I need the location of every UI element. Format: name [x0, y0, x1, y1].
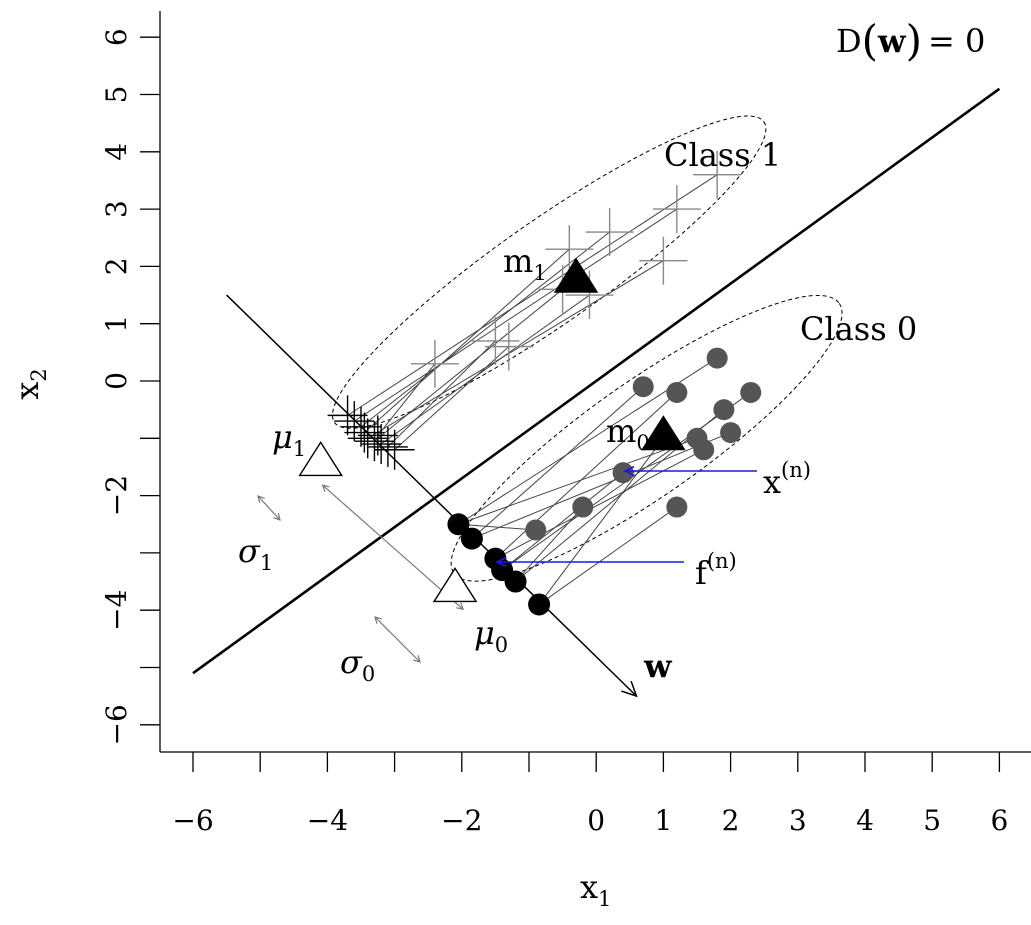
sigma1-label: σ1 — [238, 532, 273, 575]
projection-connectors — [347, 174, 752, 605]
y-tick-label: −6 — [100, 704, 133, 745]
y-tick-label: 0 — [100, 372, 133, 390]
decision-boundary-line — [192, 87, 1001, 675]
projected-mean-1 — [298, 441, 343, 477]
class0-projected-point — [528, 593, 551, 616]
projection-connector — [458, 437, 698, 525]
class0-point — [612, 462, 634, 484]
blue-pointer-arrows — [495, 465, 757, 568]
mean-distance-arrow-head — [321, 484, 330, 493]
class0-point — [525, 519, 547, 541]
class0-point — [632, 376, 654, 398]
projection-connector — [495, 449, 704, 560]
x-ticks: −6 −4 −2 0 1 2 3 4 5 6 — [172, 752, 1008, 837]
projection-connector — [377, 363, 436, 436]
sigma1-arrow-head — [273, 513, 281, 521]
projection-connector — [374, 288, 563, 442]
sigma-arrows — [257, 484, 465, 663]
class-mean-1 — [553, 257, 599, 293]
sigma0-arrow-head — [374, 616, 382, 624]
projection-connector — [364, 248, 570, 433]
x-tick-label: 2 — [722, 804, 740, 837]
m1-label: m1 — [503, 242, 547, 285]
projection-connector — [471, 432, 731, 540]
class-mean-0 — [641, 415, 686, 451]
x-tick-label: −6 — [172, 804, 213, 837]
sigma0-arrow — [374, 616, 421, 663]
projection-connector — [394, 346, 510, 451]
class0-point — [706, 347, 728, 369]
projection-connector — [380, 294, 590, 445]
x-n-label: x(n) — [763, 458, 811, 501]
y-tick-label: −4 — [100, 590, 133, 631]
y-tick-label: 4 — [100, 143, 133, 161]
sigma1-arrow-head — [257, 495, 265, 503]
f-n-pointer-head — [495, 556, 507, 568]
projection-connector — [538, 506, 678, 605]
x-tick-label: 3 — [789, 804, 807, 837]
class0-point — [666, 496, 688, 518]
m0-label: m0 — [606, 412, 650, 455]
x-tick-label: 6 — [990, 804, 1008, 837]
y-ticks: −6 −4 −2 0 1 2 3 4 5 6 — [100, 28, 160, 745]
x-tick-label: −4 — [307, 804, 348, 837]
reference-lines — [192, 87, 1001, 698]
decision-boundary-label: D(w) = 0 — [836, 16, 985, 65]
w-axis-arrowhead — [621, 680, 638, 698]
projection-connector — [501, 472, 624, 571]
y-tick-label: 6 — [100, 28, 133, 46]
y-tick-label: −2 — [100, 475, 133, 516]
class0-point — [740, 381, 762, 403]
y-tick-label: 1 — [100, 315, 133, 333]
mu1-label: μ1 — [272, 418, 306, 461]
x-axis-label: x1 — [580, 868, 611, 911]
x-tick-label: 4 — [856, 804, 874, 837]
sigma0-label: σ0 — [340, 643, 375, 686]
projection-connector — [471, 386, 644, 539]
f-n-label: f(n) — [695, 549, 737, 592]
mean-markers — [298, 257, 686, 603]
w-axis-line — [226, 294, 638, 697]
projection-connector — [538, 438, 664, 605]
x-n-pointer-head — [623, 465, 635, 477]
x-tick-label: 1 — [654, 804, 672, 837]
projection-connector — [360, 231, 610, 428]
x-tick-label: 5 — [923, 804, 941, 837]
class0-point — [666, 381, 688, 403]
x-tick-label: −2 — [441, 804, 482, 837]
class0-point — [720, 422, 742, 444]
y-axis-label: x2 — [8, 368, 51, 399]
y-tick-label: 5 — [100, 86, 133, 104]
class0-point — [713, 399, 735, 421]
projection-connector — [458, 523, 536, 531]
sigma1-arrow — [257, 495, 281, 521]
projection-connector — [387, 340, 496, 448]
projection-connector — [367, 260, 664, 439]
y-tick-label: 3 — [100, 200, 133, 218]
class1-label: Class 1 — [664, 136, 781, 174]
projection-connector — [515, 506, 584, 582]
projected-mean-0 — [432, 567, 478, 603]
class0-label: Class 0 — [800, 310, 917, 348]
y-tick-label: 2 — [100, 257, 133, 275]
class0-projected-point — [460, 527, 483, 550]
class-ellipse — [331, 115, 767, 429]
projection-connector — [347, 174, 718, 416]
class0-projected-point — [447, 513, 470, 536]
data-points — [327, 150, 762, 616]
class0-projected-point — [504, 570, 527, 593]
class0-point — [572, 496, 594, 518]
projection-connector — [495, 392, 678, 559]
class0-point — [693, 439, 715, 461]
mean-distance-arrow — [322, 484, 464, 610]
y-axis-label-group: x2 — [8, 368, 51, 399]
mu0-label: μ0 — [474, 614, 508, 657]
projection-connector — [354, 208, 678, 422]
mean-distance-arrow-head — [456, 602, 465, 611]
sigma0-arrow-head — [413, 655, 421, 663]
class-ellipses — [331, 115, 843, 582]
w-vector-label: w — [643, 647, 673, 685]
x-tick-label: 0 — [587, 804, 605, 837]
